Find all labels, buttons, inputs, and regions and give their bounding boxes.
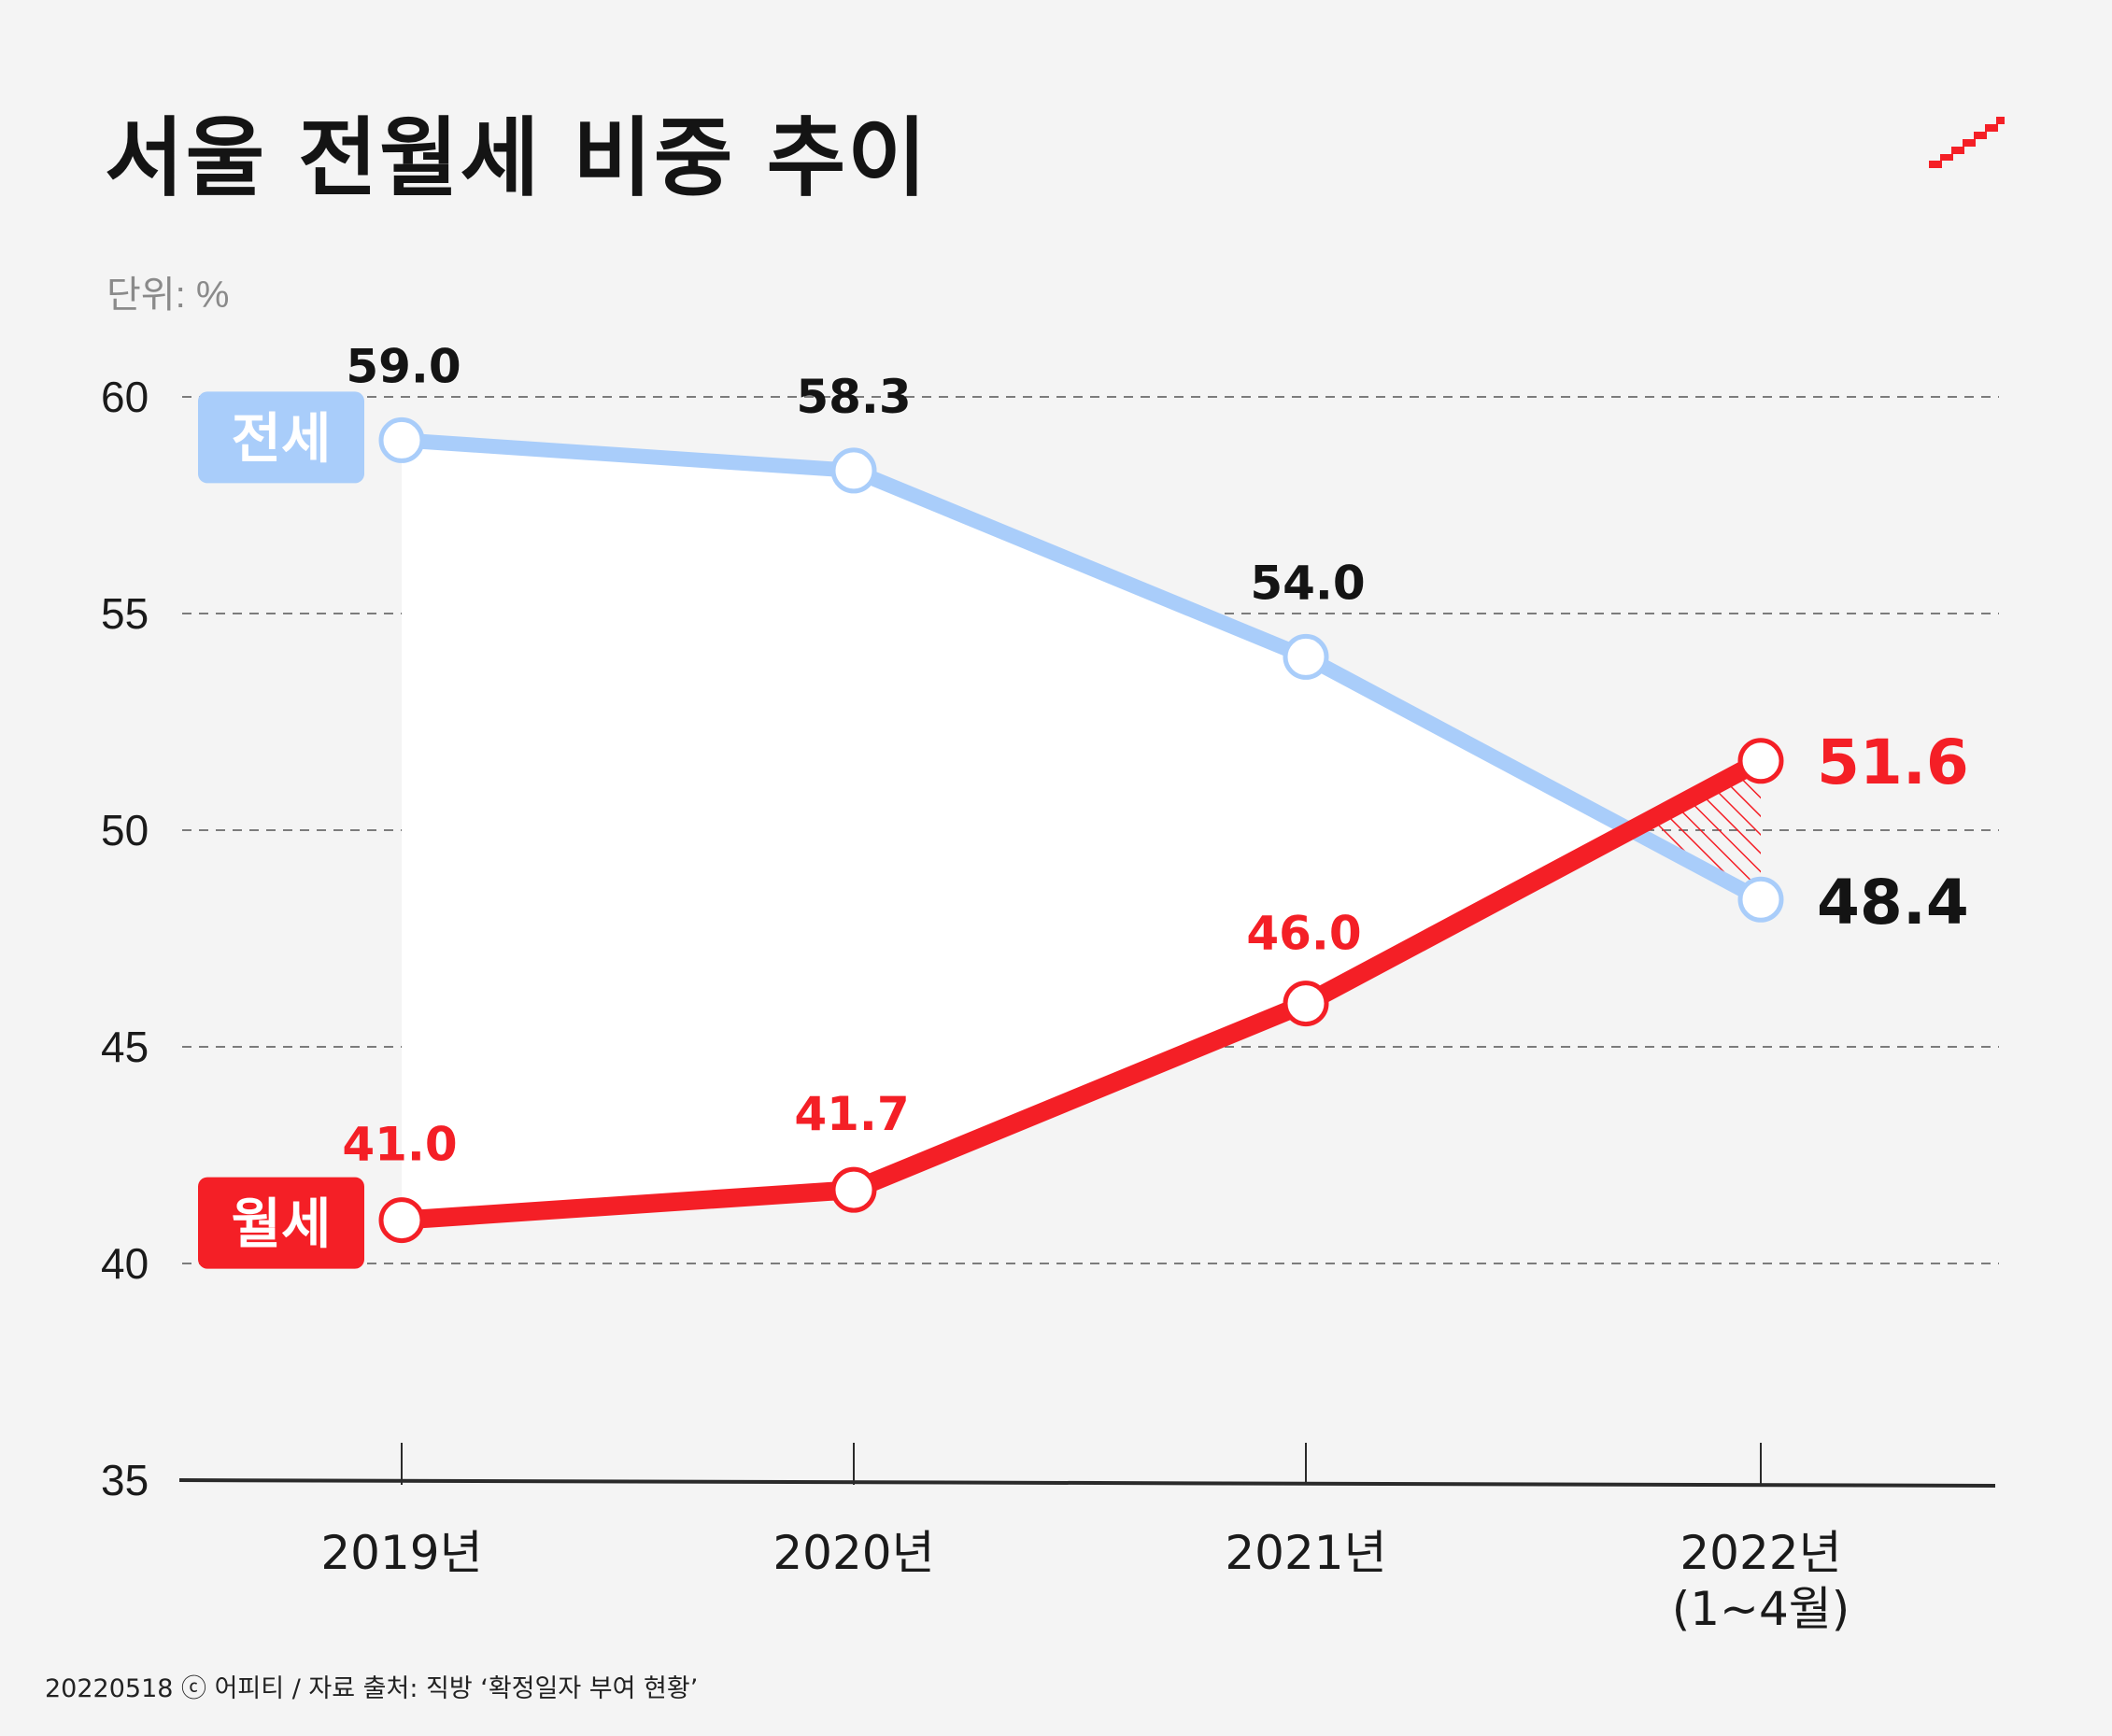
gap-area-wolse-lead xyxy=(1630,760,1761,900)
marker-wolse-1 xyxy=(830,1166,877,1213)
y-tick-label-45: 45 xyxy=(101,1023,149,1071)
data-label-jeonse-1: 58.3 xyxy=(796,370,911,424)
y-tick-label-35: 35 xyxy=(101,1456,149,1504)
chart-title: 서울 전월세 비중 추이 xyxy=(105,108,928,208)
series-tag-wolse-bg xyxy=(198,1177,364,1269)
series-line-wolse xyxy=(392,751,1770,1230)
y-tick-label-60: 60 xyxy=(101,373,149,421)
data-label-jeonse-2: 54.0 xyxy=(1250,556,1365,610)
data-label-jeonse-3: 48.4 xyxy=(1817,867,1969,939)
marker-wolse-0 xyxy=(378,1197,425,1244)
gap-area-jeonse-lead xyxy=(402,440,1631,1221)
logo-stairs-icon xyxy=(1929,117,2005,168)
y-tick-label-50: 50 xyxy=(101,806,149,854)
x-tick-label-0: 2019년 xyxy=(320,1526,482,1580)
series-lines xyxy=(392,432,1770,1230)
x-axis: 2019년 2020년 2021년 2022년 (1~4월) xyxy=(178,1443,1996,1636)
data-labels: 59.0 58.3 54.0 48.4 41.0 41.7 46.0 51.6 xyxy=(342,339,1969,1171)
series-tag-jeonse-label: 전세 xyxy=(232,406,332,470)
marker-wolse-2 xyxy=(1283,981,1329,1027)
series-tag-wolse-label: 월세 xyxy=(232,1193,332,1256)
marker-jeonse-3 xyxy=(1737,876,1784,923)
marker-jeonse-0 xyxy=(378,416,425,463)
series-markers xyxy=(378,416,1784,1244)
y-tick-label-40: 40 xyxy=(101,1239,149,1288)
marker-wolse-3 xyxy=(1737,738,1784,784)
data-label-wolse-3: 51.6 xyxy=(1817,727,1969,798)
marker-jeonse-1 xyxy=(830,447,877,494)
marker-jeonse-2 xyxy=(1283,633,1329,680)
x-axis-line xyxy=(178,1478,1996,1488)
data-label-wolse-1: 41.7 xyxy=(794,1087,909,1141)
data-label-wolse-2: 46.0 xyxy=(1246,907,1361,961)
series-tag-jeonse-bg xyxy=(198,391,364,484)
series-line-jeonse xyxy=(394,432,1768,908)
data-label-jeonse-0: 59.0 xyxy=(346,339,461,393)
gap-area xyxy=(402,440,1761,1221)
data-label-wolse-0: 41.0 xyxy=(342,1118,457,1172)
x-tick-label-1: 2020년 xyxy=(773,1526,934,1580)
source-credit: 20220518 ⓒ 어피티 / 자료 출처: 직방 ‘확정일자 부여 현황’ xyxy=(45,1674,699,1703)
x-tick-label-3: 2022년 (1~4월) xyxy=(1672,1526,1850,1636)
y-tick-label-55: 55 xyxy=(101,589,149,638)
unit-label: 단위: % xyxy=(106,275,230,316)
x-tick-label-2: 2021년 xyxy=(1225,1526,1386,1580)
